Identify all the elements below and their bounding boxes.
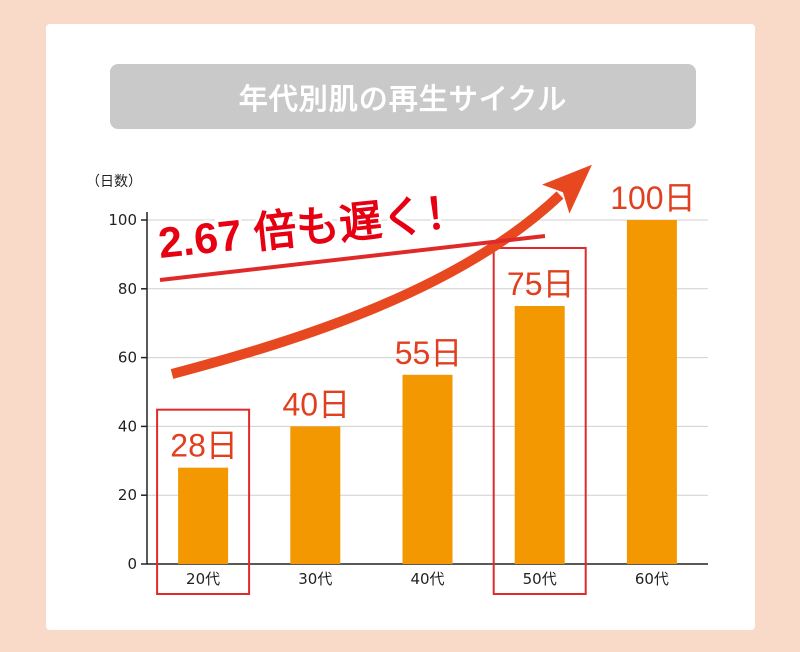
callout-text: 2.67 倍も遅く！: [156, 188, 470, 268]
growth-arrow: [170, 164, 592, 379]
x-tick-label-30代: 30代: [298, 570, 332, 588]
y-tick-label-100: 100: [108, 211, 137, 229]
data-label-20代: 28日: [170, 428, 238, 464]
y-axis-unit-label: （日数）: [86, 174, 142, 190]
callout-underline: [159, 234, 546, 282]
bar-30代: [290, 426, 341, 564]
title-bar: 年代別肌の再生サイクル: [110, 64, 696, 129]
data-label-30代: 40日: [282, 386, 350, 422]
highlight-box-50代: [492, 247, 587, 595]
y-tick-label-20: 20: [118, 486, 137, 504]
x-tick-label-60代: 60代: [635, 570, 669, 588]
x-tick-label-20代: 20代: [186, 570, 220, 588]
bar-20代: [178, 467, 229, 564]
chart-title: 年代別肌の再生サイクル: [238, 81, 568, 116]
y-tick-label-40: 40: [118, 417, 137, 435]
bar-40代: [402, 374, 453, 564]
data-label-60代: 100日: [610, 180, 695, 216]
x-tick-label-50代: 50代: [523, 570, 557, 588]
data-label-40代: 55日: [395, 335, 463, 371]
x-tick-label-40代: 40代: [410, 570, 444, 588]
y-tick-label-0: 0: [127, 555, 137, 573]
y-tick-label-60: 60: [118, 349, 137, 367]
bar-50代: [514, 306, 565, 564]
y-tick-label-80: 80: [118, 280, 137, 298]
data-label-50代: 75日: [507, 266, 575, 302]
highlight-box-20代: [156, 408, 251, 595]
bar-60代: [626, 220, 677, 564]
